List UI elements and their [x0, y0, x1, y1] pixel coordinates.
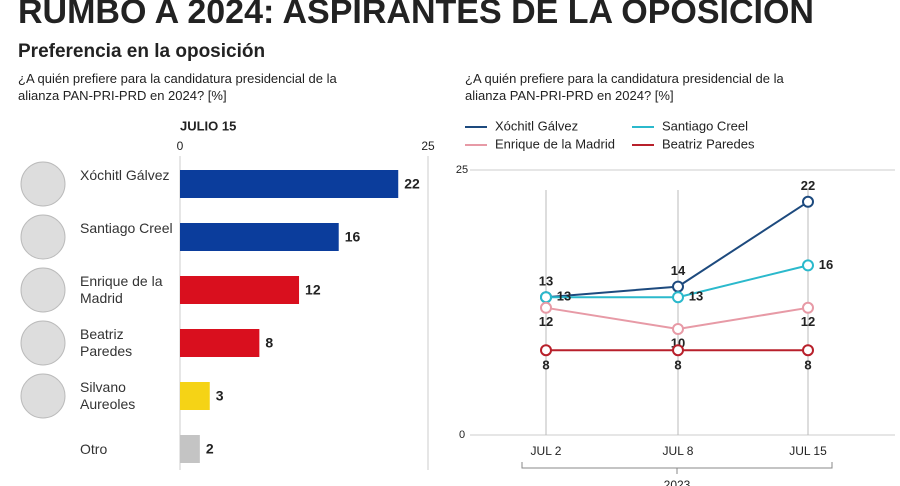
point	[540, 301, 552, 314]
y-tick-label: 0	[459, 429, 465, 441]
point	[802, 344, 814, 357]
point	[802, 301, 814, 314]
bar	[180, 435, 200, 463]
value-label: 8	[804, 358, 811, 373]
line-question: ¿A quién prefiere para la candidatura pr…	[465, 71, 784, 103]
bar	[180, 276, 300, 304]
page-subtitle: Preferencia en la oposición	[18, 41, 265, 62]
value-label: 12	[305, 282, 321, 298]
value-label: 16	[819, 257, 833, 272]
y-tick-label: 25	[456, 164, 468, 176]
category-label: Beatriz Paredes	[80, 326, 133, 359]
point	[672, 291, 684, 304]
bar	[180, 223, 339, 251]
value-label: 13	[539, 274, 553, 289]
x-tick-label: 25	[421, 139, 435, 153]
category-label: Silvano Aureoles	[80, 379, 136, 412]
value-label: 8	[542, 358, 549, 373]
chart-subtitle: JULIO 15	[180, 118, 236, 133]
photo	[20, 214, 66, 260]
photo	[20, 161, 66, 207]
legend-label: Enrique de la Madrid	[495, 136, 615, 151]
point	[672, 323, 684, 335]
value-label: 8	[674, 358, 681, 373]
point	[672, 280, 684, 293]
photo	[20, 267, 66, 313]
bar-question: ¿A quién prefiere para la candidatura pr…	[18, 71, 337, 103]
page-title: RUMBO A 2024: ASPIRANTES DE LA OPOSICIÓN	[18, 0, 814, 31]
value-label: 3	[216, 388, 224, 404]
value-label: 8	[265, 335, 273, 351]
photo	[20, 320, 66, 366]
bar	[180, 329, 260, 357]
x-tick-label: JUL 15	[789, 444, 827, 458]
category-label: Enrique de la Madrid	[80, 273, 163, 306]
bar	[180, 170, 399, 198]
point	[540, 344, 552, 357]
photo	[20, 373, 66, 419]
legend-label: Xóchitl Gálvez	[495, 118, 578, 133]
point	[540, 291, 552, 304]
value-label: 13	[689, 289, 703, 304]
point	[802, 259, 814, 272]
bar	[180, 382, 210, 410]
x-tick-label: JUL 8	[663, 444, 694, 458]
legend-label: Santiago Creel	[662, 118, 748, 133]
point	[802, 195, 814, 208]
category-label: Santiago Creel	[80, 220, 173, 236]
x-tick-label: 0	[177, 139, 184, 153]
value-label: 22	[404, 176, 420, 192]
x-group-label: 2023	[664, 478, 691, 486]
value-label: 14	[671, 263, 686, 278]
point	[672, 344, 684, 357]
legend-label: Beatriz Paredes	[662, 136, 755, 151]
category-label: Xóchitl Gálvez	[80, 167, 170, 183]
value-label: 16	[345, 229, 361, 245]
value-label: 2	[206, 441, 214, 457]
value-label: 22	[801, 178, 815, 193]
value-label: 12	[801, 314, 815, 329]
x-tick-label: JUL 2	[531, 444, 562, 458]
category-label: Otro	[80, 441, 108, 457]
value-label: 12	[539, 314, 553, 329]
bracket	[521, 462, 833, 474]
value-label: 13	[557, 289, 571, 304]
